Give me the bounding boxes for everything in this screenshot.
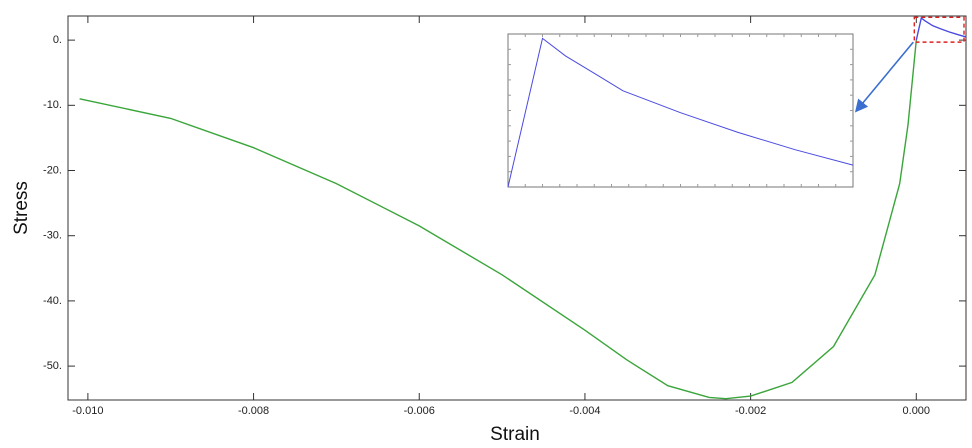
y-tick-label: -10. [43,99,62,111]
plot-frame [67,15,967,401]
y-tick-label: -40. [43,295,62,307]
y-tick-label: -30. [43,230,62,242]
zoom-box [913,16,965,43]
x-axis-title: Strain [490,424,540,445]
x-tick-label: -0.010 [72,405,103,417]
x-tick-label: 0.000 [903,405,931,417]
x-tick-label: -0.002 [735,405,766,417]
inset-line [507,37,854,188]
line [915,16,967,41]
inset-frame [507,33,854,188]
x-tick-label: -0.006 [404,405,435,417]
y-tick-label: -50. [43,360,62,372]
y-tick-label: 0. [53,34,62,46]
line [79,40,917,400]
x-tick-label: -0.008 [238,405,269,417]
zoom-arrow [854,41,914,113]
y-tick-label: -20. [43,164,62,176]
x-tick-label: -0.004 [569,405,600,417]
y-axis-title: Stress [11,181,32,235]
